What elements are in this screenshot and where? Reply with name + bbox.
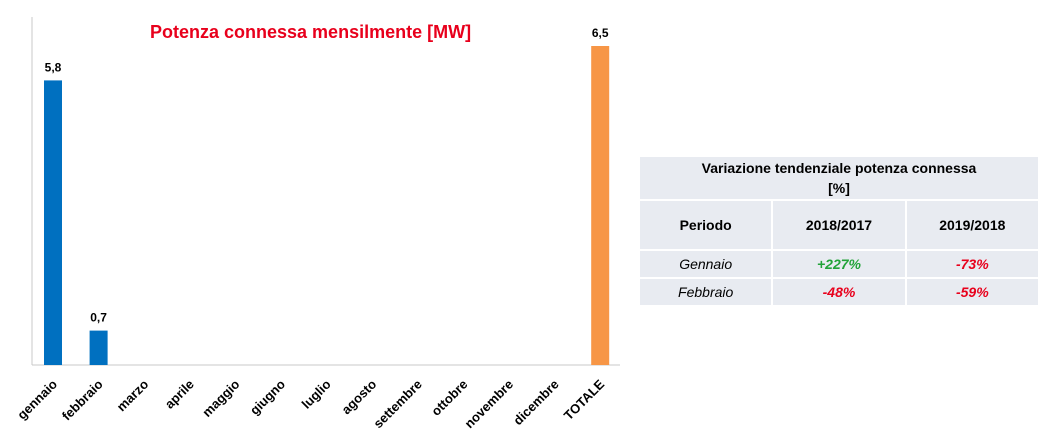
bars-layer [44,46,610,366]
bar-febbraio [89,330,108,365]
x-tick-settembre: settembre [370,377,425,432]
x-tick-novembre: novembre [462,377,517,432]
table-row: Gennaio +227% -73% [637,249,1041,279]
data-label-gennaio: 5,8 [45,60,62,74]
data-labels-layer: 5,8 0,7 6,5 [45,26,609,325]
table-title: Variazione tendenziale potenza connessa … [701,160,977,196]
variation-table: Variazione tendenziale potenza connessa … [637,155,1041,307]
x-tick-aprile: aprile [162,377,197,412]
data-label-totale: 6,5 [592,26,609,40]
header-2018-2017: 2018/2017 [771,199,907,251]
x-tick-dicembre: dicembre [510,377,561,428]
row-period: Febbraio [637,277,774,307]
bar-totale [591,46,610,365]
row-value-2018-2017: -48% [771,277,907,307]
x-tick-giugno: giugno [247,376,288,417]
x-tick-ottobre: ottobre [428,377,470,419]
table-row: Febbraio -48% -59% [637,277,1041,307]
header-2019-2018: 2019/2018 [904,199,1041,251]
x-tick-luglio: luglio [299,376,334,411]
x-tick-gennaio: gennaio [14,376,60,422]
table-title-cell: Variazione tendenziale potenza connessa … [638,155,1040,201]
row-value-2019-2018: -73% [904,249,1041,279]
row-value-2018-2017: +227% [771,249,907,279]
row-value-2019-2018: -59% [904,277,1041,307]
x-tick-marzo: marzo [114,376,152,414]
data-label-febbraio: 0,7 [90,311,107,325]
x-tick-febbraio: febbraio [59,376,106,423]
variation-table-panel: Variazione tendenziale potenza connessa … [637,155,1041,307]
header-periodo: Periodo [637,199,774,251]
x-tick-totale: TOTALE [561,376,608,423]
row-period: Gennaio [637,249,774,279]
x-tick-agosto: agosto [339,376,380,417]
bar-gennaio [44,80,62,366]
x-tick-maggio: maggio [199,376,242,419]
chart-area: Potenza connessa mensilmente [MW] 5,8 0,7… [14,17,620,431]
chart-title: Potenza connessa mensilmente [MW] [150,22,472,42]
